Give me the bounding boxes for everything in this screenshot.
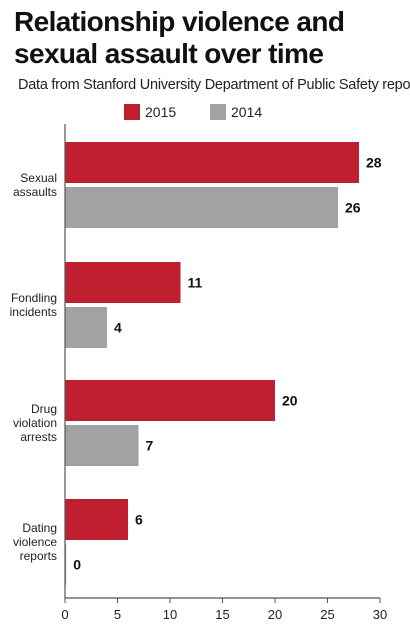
category-label-line: Drug [31, 402, 57, 416]
category-label-1: Fondling incidents [10, 291, 57, 319]
data-label-2015-2: 20 [282, 393, 298, 409]
bar-2014-1 [65, 307, 107, 348]
legend-swatch-2015 [124, 104, 140, 120]
x-tick-label-10: 10 [163, 607, 177, 622]
x-tick-label-20: 20 [268, 607, 282, 622]
bar-2014-0 [65, 187, 338, 228]
x-tick-label-25: 25 [320, 607, 334, 622]
data-label-2014-2: 7 [146, 438, 154, 454]
legend-label-2014: 2014 [231, 104, 263, 120]
bar-2015-2 [65, 380, 275, 421]
category-label-line: arrests [20, 430, 57, 444]
chart-title: Relationship violence and sexual assault… [14, 6, 345, 70]
bar-2015-0 [65, 142, 359, 183]
data-label-2014-3: 0 [73, 557, 81, 573]
chart-subtitle: Data from Stanford University Department… [18, 77, 410, 93]
legend-swatch-2014 [210, 104, 226, 120]
bar-2014-2 [65, 425, 139, 466]
x-tick-label-0: 0 [61, 607, 68, 622]
category-label-line: incidents [10, 305, 57, 319]
category-label-2: Drug violation arrests [13, 402, 57, 444]
data-label-2014-0: 26 [345, 200, 361, 216]
data-label-2015-0: 28 [366, 155, 382, 171]
category-label-line: violation [13, 416, 57, 430]
legend-label-2015: 2015 [145, 104, 177, 120]
data-label-2015-3: 6 [135, 512, 143, 528]
category-label-line: Fondling [11, 291, 57, 305]
legend: 2015 2014 [0, 104, 410, 122]
category-label-line: Sexual [20, 171, 57, 185]
category-label-3: Dating violence reports [13, 521, 57, 563]
legend-item-2015: 2015 [124, 104, 176, 120]
category-label-0: Sexual assaults [13, 171, 57, 199]
legend-item-2014: 2014 [210, 104, 262, 120]
category-label-line: reports [20, 549, 57, 563]
category-label-line: violence [13, 535, 57, 549]
category-label-line: assaults [13, 185, 57, 199]
bar-2015-1 [65, 262, 181, 303]
x-tick-label-15: 15 [215, 607, 229, 622]
data-label-2014-1: 4 [114, 320, 122, 336]
data-label-2015-1: 11 [188, 275, 203, 291]
x-tick-label-30: 30 [373, 607, 387, 622]
bar-2015-3 [65, 499, 128, 540]
category-label-line: Dating [22, 521, 57, 535]
x-tick-label-5: 5 [114, 607, 121, 622]
